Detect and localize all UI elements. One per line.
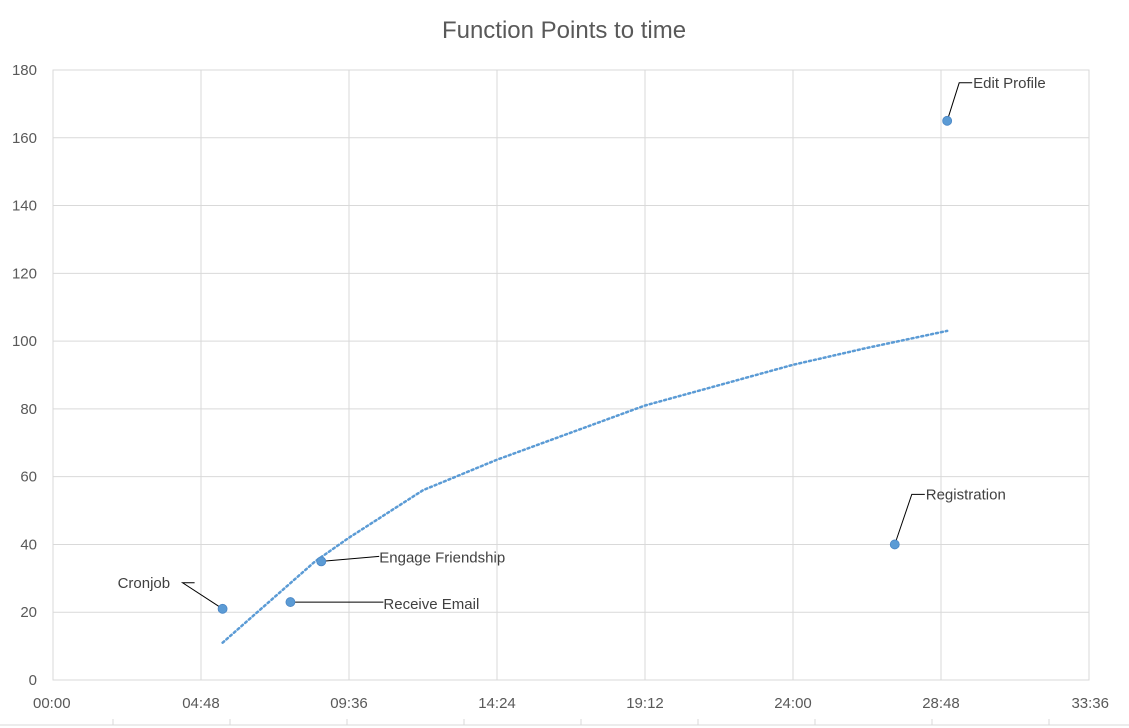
trendline [221,329,949,644]
y-tick-label: 0 [29,672,37,689]
data-label-leader-line [321,555,380,562]
data-point-label: Engage Friendship [379,549,505,566]
y-tick-label: 80 [20,401,37,418]
trendline-layer [221,329,949,644]
y-tick-label: 140 [12,198,37,215]
data-point [285,597,296,607]
axis-labels-layer: 0 20 40 60 80 100 120 140 160 180 00:00 04:48 09:36 1… [12,62,1109,712]
x-tick-label: 33:36 [1071,695,1109,712]
data-labels-layer: Cronjob Receive Email Engage Friendship Reg… [118,75,1046,613]
y-tick-label: 160 [12,130,37,147]
x-tick-label: 28:48 [922,695,960,712]
x-tick-label: 00:00 [33,695,71,712]
y-tick-label: 180 [12,62,37,79]
chart-title: Function Points to time [442,17,686,44]
data-point-label: Cronjob [118,575,171,592]
data-label-leader-line [946,82,973,121]
leader-lines-layer [180,82,973,610]
y-tick-label: 100 [12,333,37,350]
data-point-label: Edit Profile [973,75,1046,92]
y-tick-label: 40 [20,536,37,553]
x-tick-label: 24:00 [774,695,812,712]
data-point-label: Receive Email [383,596,479,613]
data-label-leader-line [894,493,925,545]
x-tick-label: 09:36 [330,695,368,712]
bottom-axis-ticks-layer [0,719,1129,726]
data-point [889,539,900,550]
x-tick-label: 19:12 [626,695,664,712]
y-tick-label: 60 [20,469,37,486]
data-points-layer [217,115,953,614]
data-point-label: Registration [926,486,1006,503]
x-tick-label: 14:24 [478,695,516,712]
x-tick-label: 04:48 [182,695,220,712]
y-tick-label: 20 [20,604,37,621]
data-point [316,556,327,567]
data-label-leader-line [180,582,223,610]
data-point [217,603,228,614]
y-tick-label: 120 [12,265,37,282]
grid-layer [52,69,1090,681]
plot-area-border [52,69,1090,681]
data-point [942,115,953,126]
